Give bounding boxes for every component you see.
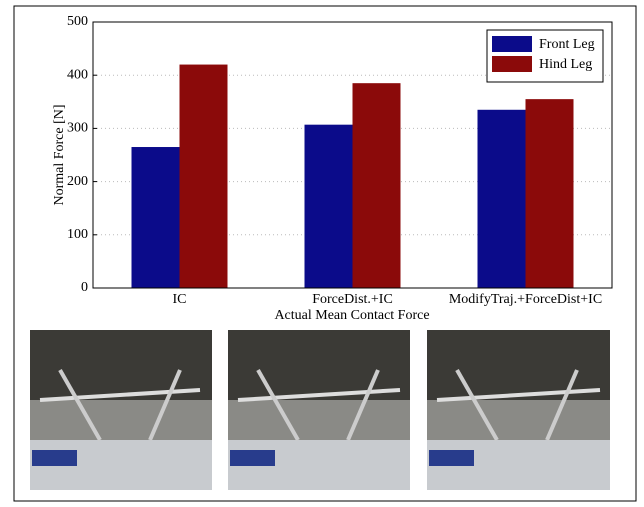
photo	[427, 330, 610, 490]
x-tick-label: ModifyTraj.+ForceDist+IC	[449, 292, 602, 307]
legend-label: Hind Leg	[539, 57, 592, 72]
bar	[478, 110, 526, 288]
photos	[30, 330, 610, 490]
y-tick-label: 500	[67, 14, 88, 29]
y-tick-label: 200	[67, 174, 88, 189]
x-tick-label: ForceDist.+IC	[312, 292, 393, 307]
y-tick-label: 0	[81, 280, 88, 295]
legend-swatch	[492, 56, 532, 72]
y-tick-label: 400	[67, 67, 88, 82]
photo	[228, 330, 410, 490]
legend-label: Front Leg	[539, 37, 595, 52]
y-tick-label: 100	[67, 227, 88, 242]
bar	[526, 99, 574, 288]
bar	[305, 125, 353, 288]
y-axis-label: Normal Force [N]	[52, 104, 67, 205]
bar	[180, 65, 228, 288]
photo	[30, 330, 212, 490]
bar	[132, 147, 180, 288]
bar	[353, 83, 401, 288]
legend-swatch	[492, 36, 532, 52]
x-axis-label: Actual Mean Contact Force	[274, 308, 429, 323]
y-tick-label: 300	[67, 121, 88, 136]
x-tick-label: IC	[173, 292, 187, 307]
figure: Actual Mean Contact Force Normal Force […	[0, 0, 644, 507]
